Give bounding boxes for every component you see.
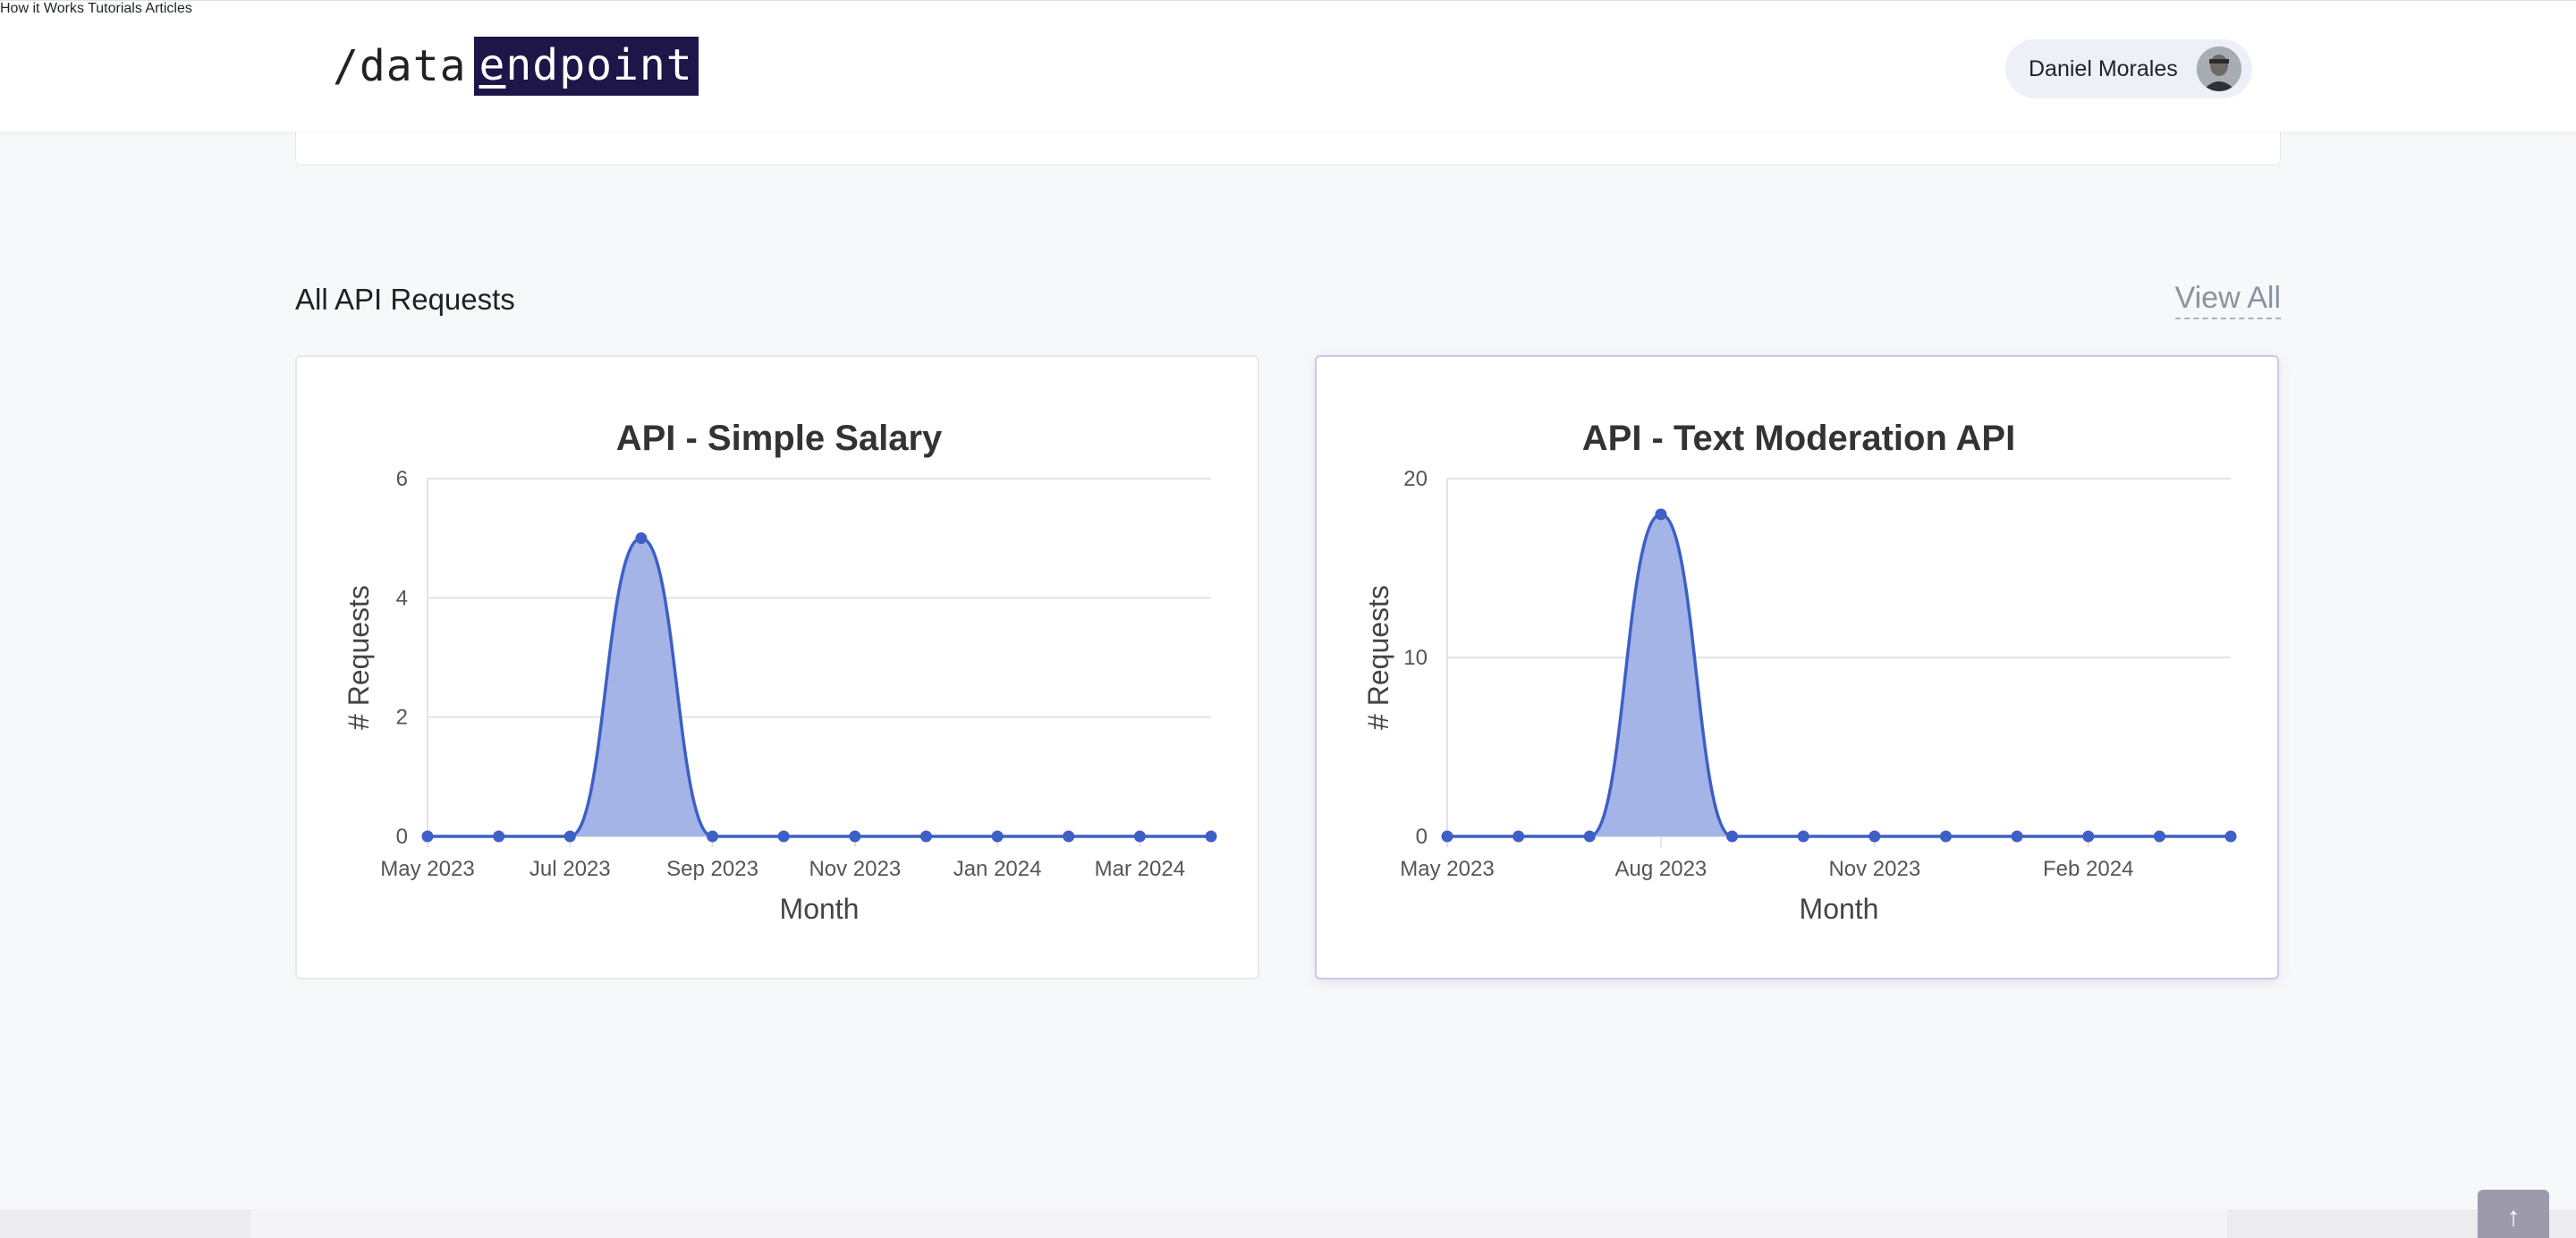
nav-tutorials[interactable]: Tutorials — [88, 1, 142, 16]
chart-text-moderation: API - Text Moderation API 0 10 20 May 2023 Au… — [1362, 419, 2237, 925]
series-area — [1447, 514, 2231, 836]
series-area — [428, 538, 1211, 836]
data-point — [1797, 830, 1809, 843]
data-point — [564, 830, 576, 843]
section-title: All API Requests — [295, 283, 515, 316]
x-tick-label: Nov 2023 — [809, 857, 901, 881]
x-axis-label: Month — [1800, 893, 1879, 925]
y-axis-label: # Requests — [1362, 585, 1394, 730]
data-point — [421, 830, 434, 843]
y-tick-label: 20 — [1403, 467, 1428, 491]
y-tick-label: 0 — [396, 825, 408, 849]
data-point — [1726, 830, 1739, 843]
data-point — [2224, 830, 2237, 843]
chart-card-simple-salary[interactable]: API - Simple Salary 0 2 4 6 May 2023 Jul 2023 S… — [295, 355, 1259, 979]
series-line — [1447, 513, 2231, 838]
x-tick-label: May 2023 — [1400, 857, 1494, 881]
data-point — [777, 830, 790, 843]
x-tick-label: Jan 2024 — [953, 857, 1042, 881]
data-point — [2153, 830, 2165, 843]
data-point — [849, 830, 861, 843]
scroll-to-top-button[interactable]: ↑ — [2478, 1190, 2549, 1238]
x-tick-label: Jul 2023 — [530, 857, 611, 881]
top-navbar: /data endpoint How it Works Tutorials Ar… — [0, 0, 2576, 131]
data-point — [2082, 830, 2095, 843]
data-point — [493, 830, 505, 843]
y-tick-label: 2 — [396, 706, 408, 730]
data-point — [1655, 508, 1667, 521]
x-tick-label: May 2023 — [380, 857, 474, 881]
data-point — [707, 830, 719, 843]
chart-card-text-moderation[interactable]: API - Text Moderation API 0 10 20 May 2023 Au… — [1315, 355, 2279, 979]
arrow-up-icon: ↑ — [2506, 1202, 2521, 1232]
avatar — [2197, 47, 2241, 91]
logo-prefix: /data — [333, 41, 467, 91]
view-all-link[interactable]: View All — [2174, 281, 2281, 319]
user-menu-button[interactable]: Daniel Morales — [2005, 39, 2252, 98]
data-point — [1441, 830, 1453, 843]
y-tick-label: 6 — [396, 467, 408, 491]
x-axis-label: Month — [780, 893, 860, 925]
y-axis-label: # Requests — [343, 585, 375, 730]
data-point — [991, 830, 1004, 843]
data-point — [919, 830, 932, 843]
data-point — [635, 532, 648, 545]
logo[interactable]: /data endpoint — [333, 37, 699, 96]
data-point — [2011, 830, 2023, 843]
nav-how-it-works[interactable]: How it Works — [0, 1, 84, 16]
series-line — [428, 536, 1211, 838]
data-point — [1205, 830, 1217, 843]
data-point — [1868, 830, 1881, 843]
y-tick-label: 4 — [396, 586, 408, 610]
data-point — [1583, 830, 1596, 843]
chart-title: API - Simple Salary — [616, 419, 943, 458]
x-tick-label: Sep 2023 — [666, 857, 758, 881]
x-tick-label: Nov 2023 — [1828, 857, 1920, 881]
logo-highlight: endpoint — [473, 37, 699, 96]
x-tick-label: Feb 2024 — [2043, 857, 2133, 881]
data-point — [1133, 830, 1146, 843]
nav-articles[interactable]: Articles — [145, 1, 192, 16]
data-point — [1513, 830, 1525, 843]
data-point — [1063, 830, 1075, 843]
footer — [0, 1209, 2576, 1238]
data-point — [1939, 830, 1952, 843]
x-tick-label: Mar 2024 — [1095, 857, 1185, 881]
y-tick-label: 0 — [1416, 825, 1428, 849]
chart-title: API - Text Moderation API — [1582, 419, 2015, 458]
chart-simple-salary: API - Simple Salary 0 2 4 6 May 2023 Jul 2023 S… — [343, 419, 1217, 925]
user-name: Daniel Morales — [2029, 55, 2178, 81]
x-tick-label: Aug 2023 — [1615, 857, 1707, 881]
y-tick-label: 10 — [1403, 646, 1428, 670]
